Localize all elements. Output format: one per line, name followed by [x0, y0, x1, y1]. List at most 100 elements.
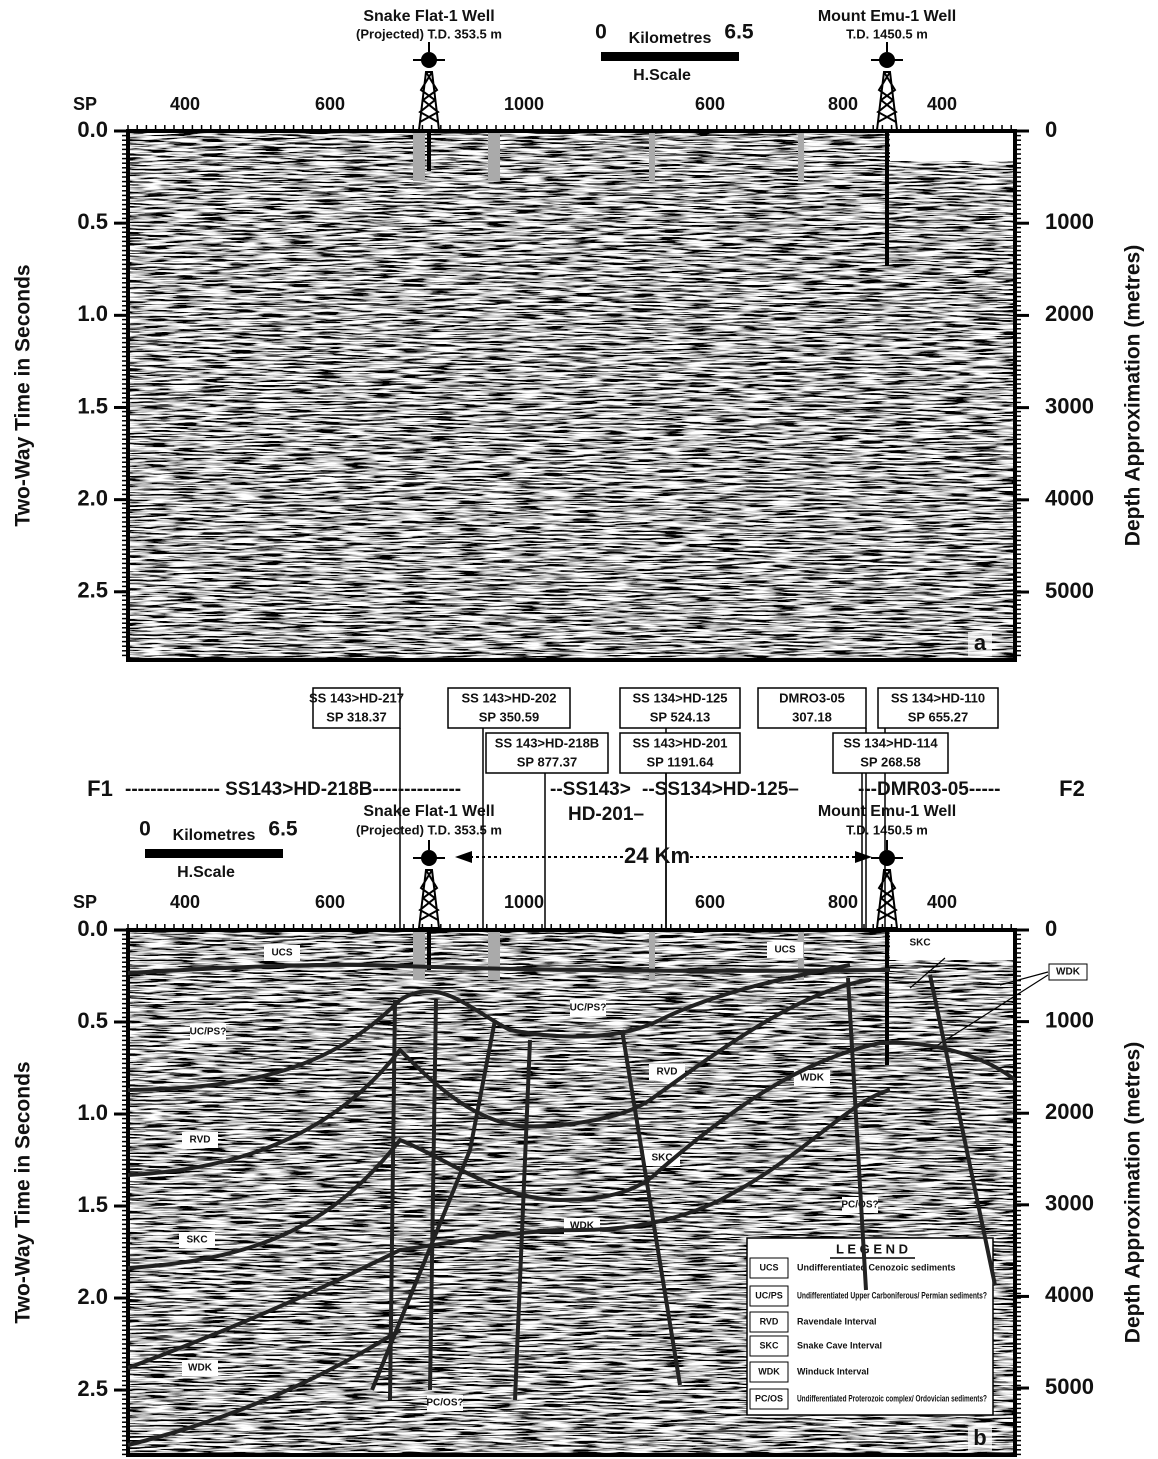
unit-label: UC/PS?: [570, 1003, 607, 1014]
unit-label-bg: [1048, 963, 1088, 981]
y-tick-label: 0.0: [77, 916, 108, 941]
y2-tick-label: 3000: [1045, 1191, 1094, 1216]
unit-label-bg: [182, 1360, 218, 1376]
sp-tick-label: 1000: [504, 94, 544, 114]
legend-code-box: [749, 1361, 789, 1383]
legend-text: Snake Cave Interval: [797, 1340, 882, 1350]
legend-code: UCS: [759, 1262, 778, 1272]
content: 0.0 0.5 1.0 1.5 2.0 2.5 Two-Way Time in Second…: [12, 8, 1145, 1457]
unit-label: RVD: [190, 1135, 211, 1146]
line-box-name: SS 143>HD-218B: [495, 735, 599, 750]
legend-code-box: [749, 1388, 789, 1410]
panel-letter: b: [973, 1425, 986, 1450]
y-tick-label: 0.5: [77, 1008, 108, 1033]
unit-label: SKC: [651, 1153, 672, 1164]
scale-bar: [601, 52, 739, 61]
tie-start: F1: [87, 776, 113, 801]
line-box: [485, 732, 609, 774]
unit-label-bg: [264, 945, 300, 961]
unit-label: WDK: [1056, 967, 1081, 978]
sp-tick-label: 400: [927, 94, 957, 114]
well-note: (Projected) T.D. 353.5 m: [356, 822, 502, 837]
line-box: [619, 732, 741, 774]
well-note: T.D. 1450.5 m: [846, 822, 928, 837]
well-icon: [870, 839, 904, 929]
scale-bar: [145, 849, 283, 858]
legend-title: L E G E N D: [836, 1241, 908, 1256]
sp-label: SP: [73, 94, 97, 114]
line-box-name: SS 134>HD-125: [632, 690, 727, 705]
y-tick-label: 2.5: [77, 1376, 108, 1401]
well-note: (Projected) T.D. 353.5 m: [356, 26, 502, 41]
sp-tick-label: 800: [828, 94, 858, 114]
y-tick-label: 2.0: [77, 1284, 108, 1309]
tie-segment: --SS143>: [550, 779, 631, 800]
legend-code-box: [749, 1285, 789, 1307]
unit-label: WDK: [188, 1363, 213, 1374]
y2-tick-label: 3000: [1045, 393, 1094, 418]
tie-end: F2: [1059, 776, 1085, 801]
wdk-pointers: [909, 957, 1049, 1051]
well-name: Snake Flat-1 Well: [363, 803, 494, 820]
tie-segment: ---DMR03-05-----: [858, 779, 1000, 800]
line-box: [312, 687, 401, 729]
line-box-sp: SP 268.58: [860, 754, 920, 769]
line-box-name: SS 143>HD-217: [309, 690, 404, 705]
y2-tick-label: 0: [1045, 916, 1057, 941]
unit-label-bg: [902, 935, 938, 951]
sp-label: SP: [73, 892, 97, 912]
panel-b-horizons: [127, 962, 1017, 1447]
line-box-name: SS 143>HD-201: [632, 735, 727, 750]
legend-text: Undifferentiated Proterozoic complex/ Or…: [797, 1393, 987, 1403]
y-axis-title: Two-Way Time in Seconds: [12, 264, 35, 526]
sp-tick-label: 400: [170, 892, 200, 912]
sp-tick-label: 400: [927, 892, 957, 912]
line-box-name: SS 134>HD-114: [843, 735, 938, 750]
scale-caption: H.Scale: [177, 864, 235, 881]
blank-area: [890, 133, 1014, 161]
line-box: [619, 687, 741, 729]
legend-text: Ravendale Interval: [797, 1316, 877, 1326]
line-box: [832, 732, 949, 774]
panel-letter-bg: [968, 1427, 992, 1451]
line-box-sp: 307.18: [792, 709, 832, 724]
line-box-name: SS 134>HD-110: [891, 690, 985, 705]
scale-end: 6.5: [724, 21, 754, 44]
line-box-sp: SP 877.37: [517, 754, 577, 769]
tie-segment: --SS134>HD-125–: [642, 779, 799, 800]
scale-end: 6.5: [268, 818, 298, 841]
panel-letter: a: [974, 630, 987, 655]
line-box: [877, 687, 999, 729]
tie-segment: HD-201–: [568, 804, 644, 825]
well-name: Snake Flat-1 Well: [363, 8, 494, 25]
trace-gap: [649, 930, 655, 980]
trace-gap: [488, 930, 500, 980]
y-tick-label: 2.0: [77, 485, 108, 510]
sp-tick-label: 600: [315, 94, 345, 114]
sp-tick-label: 600: [695, 892, 725, 912]
unit-label: PC/OS?: [426, 1398, 463, 1409]
scale-unit: Kilometres: [173, 827, 256, 844]
unit-label: WDK: [800, 1073, 825, 1084]
y-axis-title: Two-Way Time in Seconds: [12, 1061, 35, 1323]
well-name: Mount Emu-1 Well: [818, 8, 956, 25]
panel-letter-bg: [968, 632, 992, 656]
sp-tick-label: 800: [828, 892, 858, 912]
sp-tick-label: 600: [315, 892, 345, 912]
unit-label-bg: [767, 942, 803, 958]
unit-label-bg: [570, 1000, 606, 1016]
sp-tick-label: 400: [170, 94, 200, 114]
tie-segment: --------------- SS143>HD-218B-----------…: [125, 779, 461, 800]
scale-unit: Kilometres: [629, 30, 712, 47]
legend-code: WDK: [758, 1366, 780, 1376]
y2-tick-label: 5000: [1045, 578, 1094, 603]
unit-label-bg: [190, 1024, 226, 1040]
y2-axis-title: Depth Approximation (metres): [1122, 1042, 1145, 1343]
unit-label: SKC: [186, 1235, 207, 1246]
scale-start: 0: [139, 818, 151, 841]
trace-gap: [649, 131, 655, 181]
unit-label: RVD: [657, 1067, 678, 1078]
legend-text: Undifferentiated Upper Carboniferous/ Pe…: [797, 1290, 987, 1300]
y-tick-label: 2.5: [77, 578, 108, 603]
